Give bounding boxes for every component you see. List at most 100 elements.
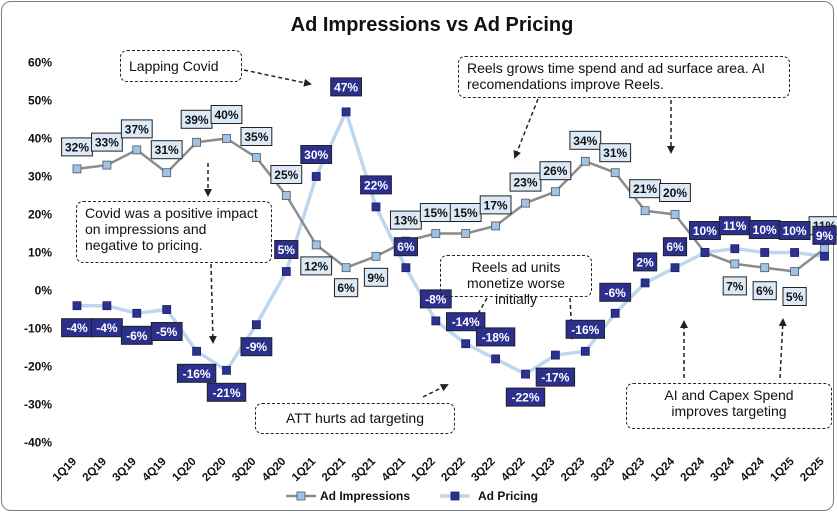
x-tick-label: 1Q25 — [768, 455, 797, 484]
x-tick-label: 1Q23 — [529, 456, 557, 484]
ad-impressions-data-label: 13% — [394, 214, 418, 228]
legend-marker-ad-impressions — [296, 491, 306, 501]
ad-impressions-data-label: 25% — [274, 168, 298, 182]
ad-pricing-point — [640, 278, 650, 288]
ad-impressions-data-label: 40% — [214, 108, 238, 122]
ad-pricing-point — [281, 267, 291, 276]
ad-impressions-point — [192, 137, 202, 147]
x-tick-label: 4Q23 — [619, 456, 647, 484]
ad-impressions-data-label-bg — [91, 132, 123, 152]
ad-pricing-data-label: 22% — [364, 178, 388, 192]
x-tick-label: 4Q19 — [140, 456, 168, 484]
ad-pricing-data-label-bg — [393, 237, 418, 257]
ad-pricing-data-label-bg — [150, 322, 183, 341]
x-tick-label: 3Q22 — [469, 456, 497, 484]
ad-impressions-data-label-bg — [509, 172, 542, 192]
ad-pricing-data-label-bg — [475, 327, 516, 347]
ad-impressions-data-label: 33% — [95, 136, 119, 150]
x-tick-label: 4Q22 — [499, 456, 527, 484]
annotation-lapping-covid: Lapping Covid — [120, 50, 242, 82]
ad-pricing-data-label-bg — [535, 367, 576, 387]
ad-impressions-point — [102, 160, 112, 170]
ad-pricing-data-label: -14% — [452, 315, 480, 329]
ad-impressions-data-label-bg — [752, 281, 777, 301]
ad-pricing-data-label: 9% — [816, 229, 834, 243]
x-tick-label: 2Q20 — [200, 456, 228, 484]
x-tick-label: 3Q20 — [230, 456, 258, 484]
x-tick-label: 3Q19 — [111, 456, 139, 484]
ad-pricing-data-label: -9% — [246, 340, 268, 354]
ad-pricing-data-label-bg — [565, 319, 605, 339]
ad-impressions-point — [670, 210, 680, 219]
ad-impressions-point — [580, 156, 590, 166]
ad-pricing-point — [102, 301, 112, 311]
ad-impressions-point — [730, 259, 740, 269]
ad-impressions-data-label: 6% — [756, 284, 774, 298]
legend-marker-ad-pricing — [450, 491, 460, 501]
ad-pricing-data-label: 6% — [666, 240, 684, 254]
ad-pricing-data-label-bg — [633, 252, 658, 272]
ad-pricing-point — [132, 308, 142, 318]
ad-impressions-data-label-bg — [270, 165, 303, 184]
ad-pricing-data-label: 6% — [397, 240, 415, 254]
ad-pricing-data-label: 11% — [723, 219, 747, 233]
ad-impressions-point — [491, 221, 501, 231]
ad-pricing-data-label: -6% — [605, 286, 627, 300]
ad-pricing-line — [77, 110, 825, 376]
ad-impressions-data-label: 12% — [304, 259, 328, 273]
annotation-arrow — [778, 318, 787, 379]
ad-pricing-data-label: -16% — [183, 367, 211, 381]
ad-impressions-point — [551, 187, 560, 197]
ad-pricing-data-label-bg — [778, 221, 811, 240]
ad-pricing-point — [491, 354, 501, 364]
x-tick-label: 4Q21 — [380, 455, 409, 484]
ad-pricing-point — [790, 248, 799, 257]
ad-pricing-point — [72, 301, 82, 311]
annotation-reels-ad-units: Reels ad units monetize worse initially — [440, 255, 592, 307]
ad-impressions-point — [610, 168, 620, 178]
ad-pricing-data-label-bg — [300, 145, 333, 164]
ad-impressions-data-label: 7% — [726, 279, 744, 293]
ad-impressions-point — [222, 134, 231, 143]
ad-impressions-point — [461, 229, 471, 238]
ad-pricing-point — [431, 316, 441, 326]
ad-pricing-data-label: -5% — [156, 325, 178, 339]
ad-impressions-point — [281, 191, 291, 200]
chart-title: Ad Impressions vs Ad Pricing — [291, 14, 574, 36]
ad-pricing-data-label: 2% — [636, 255, 654, 269]
x-tick-label: 2Q23 — [559, 456, 587, 484]
ad-impressions-data-label-bg — [479, 195, 512, 215]
ad-pricing-data-label: 10% — [693, 224, 717, 238]
ad-pricing-data-label: -4% — [66, 321, 88, 335]
x-tick-label: 3Q23 — [589, 456, 617, 484]
ad-impressions-data-label: 20% — [663, 186, 687, 200]
ad-pricing-data-label-bg — [206, 382, 247, 402]
ad-pricing-data-label-bg — [240, 337, 273, 357]
ad-pricing-point — [192, 346, 202, 356]
x-tick-label: 1Q19 — [51, 456, 79, 484]
ad-pricing-data-label-bg — [505, 387, 546, 407]
ad-pricing-data-label-bg — [176, 363, 217, 383]
ad-impressions-data-label: 23% — [513, 176, 537, 190]
x-tick-label: 1Q24 — [649, 455, 678, 484]
x-tick-label: 2Q19 — [81, 456, 109, 484]
annotation-arrow — [243, 69, 312, 87]
ad-pricing-data-label-bg — [360, 175, 392, 195]
series: 32% 33% 37% 31% 39% 40% 35% 25% 12% 6% 9% 13% 15% 15%… — [61, 77, 837, 407]
ad-impressions-point — [132, 145, 142, 155]
ad-pricing-data-label: 10% — [783, 224, 807, 238]
ad-impressions-data-label: 34% — [573, 134, 597, 148]
annotation-arrow — [513, 98, 539, 159]
x-tick-label: 3Q21 — [350, 455, 379, 484]
ad-pricing-data-label: -18% — [482, 330, 510, 344]
ad-pricing-data-label: -6% — [126, 329, 148, 343]
annotation-reels-grows: Reels grows time spend and ad surface ar… — [458, 56, 790, 98]
y-tick-label: 20% — [28, 208, 52, 222]
x-tick-label: 1Q22 — [410, 456, 438, 484]
ad-impressions-point — [820, 244, 829, 254]
ad-pricing-data-label: -21% — [212, 386, 240, 400]
ad-impressions-data-label-bg — [539, 161, 572, 181]
annotation-att: ATT hurts ad targeting — [255, 403, 455, 434]
ad-pricing-data-label: -22% — [511, 391, 539, 405]
